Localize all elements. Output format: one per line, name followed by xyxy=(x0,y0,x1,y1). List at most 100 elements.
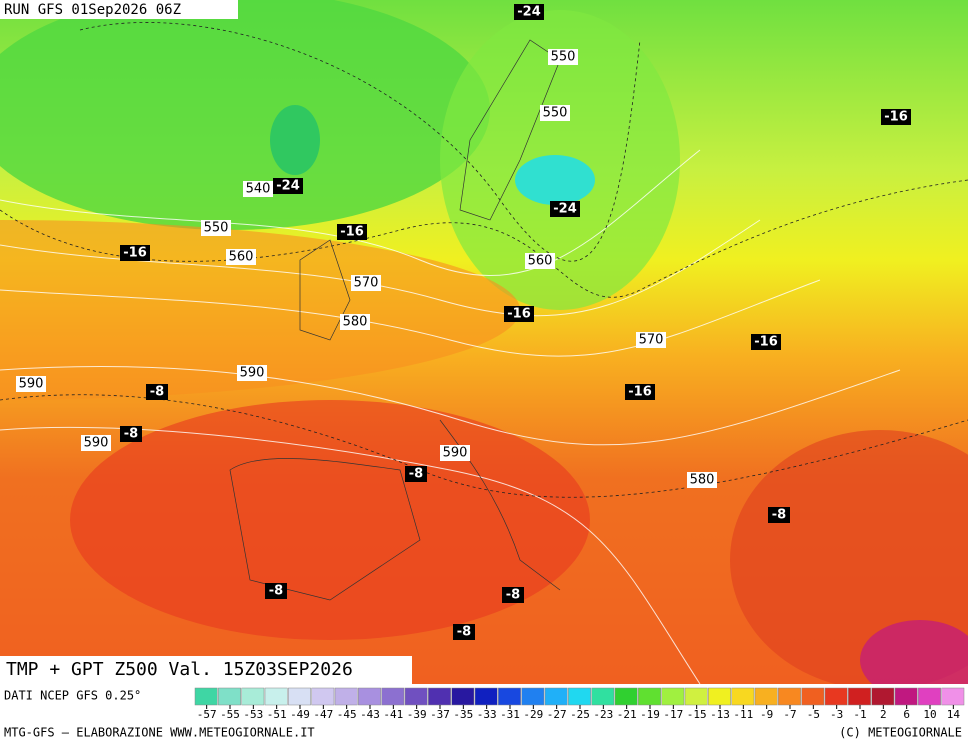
colorbar-swatch xyxy=(498,687,521,706)
colorbar-swatch xyxy=(334,687,358,706)
colorbar-swatch xyxy=(264,687,288,706)
colorbar-swatch xyxy=(311,687,335,706)
colorbar-tick-label: -53 xyxy=(243,708,263,721)
contour-label-box xyxy=(540,105,570,121)
colorbar-swatch xyxy=(848,687,871,706)
colorbar-swatch xyxy=(451,687,475,706)
colorbar-swatch xyxy=(241,687,265,706)
colorbar-swatch xyxy=(591,687,615,706)
cold-core xyxy=(515,155,595,205)
colorbar-swatch xyxy=(661,687,685,706)
contour-label: 540 xyxy=(246,182,271,197)
hot-core xyxy=(860,620,968,700)
colorbar-tick-label: -9 xyxy=(760,708,773,721)
colorbar-swatch xyxy=(568,687,591,706)
contour-label: 550 xyxy=(204,221,229,236)
temperature-label-box xyxy=(337,224,367,240)
colorbar-tick-label: 2 xyxy=(880,708,887,721)
temperature-label-box xyxy=(120,426,142,442)
temperature-label: -16 xyxy=(884,110,908,125)
contour-label: 560 xyxy=(528,254,553,269)
colorbar-tick-label: -25 xyxy=(570,708,590,721)
temperature-label-box xyxy=(751,334,781,350)
isotherm xyxy=(0,179,968,298)
colorbar-tick-label: -39 xyxy=(407,708,427,721)
temperature-label-box xyxy=(146,384,168,400)
colorbar-swatch xyxy=(708,687,731,706)
colorbar-swatch xyxy=(801,687,825,706)
temperature-label: -8 xyxy=(457,625,471,640)
cold-core xyxy=(270,105,320,175)
contour-label: 590 xyxy=(443,446,468,461)
contour-label: 590 xyxy=(84,436,109,451)
isohypse xyxy=(0,366,901,446)
contour-label-box xyxy=(525,253,555,269)
temperature-label-box xyxy=(453,624,475,640)
colorbar-tick-label: -35 xyxy=(453,708,473,721)
temperature-label-box xyxy=(273,178,303,194)
temperature-label-box xyxy=(265,583,287,599)
colorbar-swatch xyxy=(918,687,941,706)
coastline xyxy=(229,458,421,601)
colorbar-swatch xyxy=(614,687,638,706)
temperature-label: -8 xyxy=(409,467,423,482)
contour-label: 550 xyxy=(551,50,576,65)
temperature-label: -16 xyxy=(340,225,364,240)
colorbar-tick-label: -41 xyxy=(383,708,403,721)
colorbar-swatch xyxy=(754,687,778,706)
colorbar-tick-label: -51 xyxy=(267,708,287,721)
colorbar-swatch xyxy=(824,687,848,706)
colorbar-tick-label: -3 xyxy=(830,708,843,721)
contour-label: 590 xyxy=(240,366,265,381)
colorbar-swatch xyxy=(778,687,801,706)
temperature-label-box xyxy=(504,306,534,322)
temperature-label-box xyxy=(502,587,524,603)
copyright: (C) METEOGIORNALE xyxy=(839,726,962,740)
colorbar-swatch xyxy=(684,687,708,706)
contour-label-box xyxy=(636,332,666,348)
colorbar-tick-label: -45 xyxy=(337,708,357,721)
contour-label-box xyxy=(351,275,381,291)
contour-label: 580 xyxy=(343,315,368,330)
colorbar-swatch xyxy=(941,687,965,706)
run-box xyxy=(0,0,238,19)
colorbar-tick-label: -17 xyxy=(663,708,683,721)
colorbar-swatch xyxy=(218,687,241,706)
temperature-label: -8 xyxy=(772,508,786,523)
contour-label: 550 xyxy=(543,106,568,121)
colorbar-tick-label: -5 xyxy=(807,708,820,721)
temperature-label: -16 xyxy=(628,385,652,400)
colorbar-swatch xyxy=(358,687,381,706)
temperature-label-box xyxy=(514,4,544,20)
temperature-label: -24 xyxy=(553,202,577,217)
colorbar-tick-label: -55 xyxy=(220,708,240,721)
colorbar-swatch xyxy=(428,687,451,706)
temperature-label: -8 xyxy=(124,427,138,442)
contour-label-box xyxy=(201,220,231,236)
colorbar-tick-label: -19 xyxy=(640,708,660,721)
map-title: TMP + GPT Z500 Val. 15Z03SEP2026 xyxy=(6,659,353,680)
run-label: RUN GFS 01Sep2026 06Z xyxy=(4,2,181,18)
colorbar-swatch xyxy=(638,687,661,706)
contour-label: 570 xyxy=(639,333,664,348)
temperature-label-box xyxy=(405,466,427,482)
temperature-label: -16 xyxy=(754,335,778,350)
colorbar-tick-label: -49 xyxy=(290,708,310,721)
temperature-label-box xyxy=(625,384,655,400)
temperature-label-box xyxy=(768,507,790,523)
contour-label-box xyxy=(440,445,470,461)
colorbar-tick-label: -13 xyxy=(710,708,730,721)
contour-label-box xyxy=(81,435,111,451)
colorbar-tick-label: -23 xyxy=(593,708,613,721)
contour-label: 560 xyxy=(229,250,254,265)
isohypse xyxy=(0,149,701,277)
colorbar-tick-label: -15 xyxy=(687,708,707,721)
temperature-label: -8 xyxy=(269,584,283,599)
coastlines xyxy=(229,39,561,601)
contour-label-box xyxy=(16,376,46,392)
colorbar-swatch xyxy=(894,687,918,706)
temperature-label: -16 xyxy=(123,246,147,261)
colorbar-tick-label: -37 xyxy=(430,708,450,721)
colorbar-swatch xyxy=(381,687,405,706)
